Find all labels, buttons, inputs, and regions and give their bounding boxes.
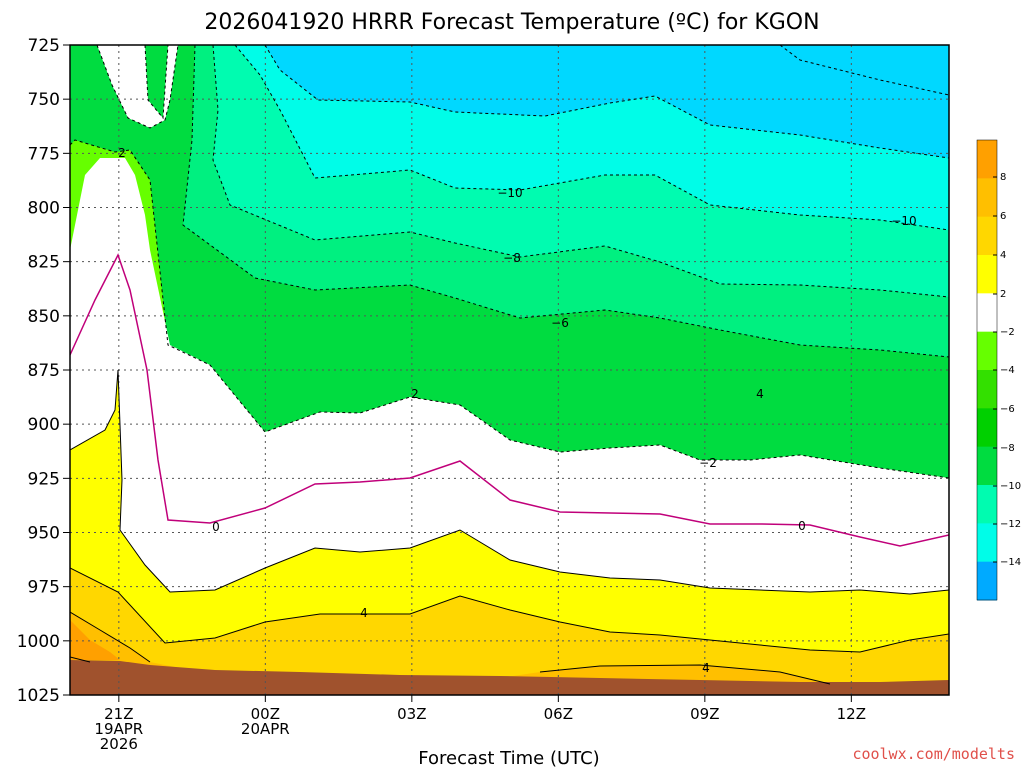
y-tick-label: 825 <box>28 253 60 273</box>
contour-lines <box>70 45 949 685</box>
contour-label: −6 <box>551 316 569 330</box>
y-axis: 725 750 775 800 825 850 875 900 925 950 975 1000 102… <box>17 36 70 706</box>
x-tick-label: 20APR <box>241 720 290 738</box>
colorbar-label: 4 <box>1000 250 1006 261</box>
colorbar-label: 2 <box>1000 289 1006 300</box>
colorbar-segment <box>977 140 997 179</box>
colorbar-label: −4 <box>1000 365 1015 376</box>
colorbar-label: −2 <box>1000 327 1015 338</box>
y-tick-label: 800 <box>28 199 60 219</box>
colorbar-label: 6 <box>1000 211 1006 222</box>
y-tick-label: 950 <box>28 524 60 544</box>
y-tick-label: 725 <box>28 36 60 56</box>
colorbar-segment <box>977 255 997 294</box>
contour-label: 0 <box>212 520 220 534</box>
y-tick-label: 925 <box>28 469 60 489</box>
y-tick-label: 775 <box>28 144 60 164</box>
colorbar-label: −10 <box>1000 481 1021 492</box>
contour-minus2 <box>70 139 949 479</box>
x-tick-label: 2026 <box>100 735 138 753</box>
x-tick-label: 06Z <box>544 705 573 723</box>
colorbar-label: −6 <box>1000 404 1015 415</box>
contour-plus4-low <box>539 664 831 685</box>
x-axis-label: Forecast Time (UTC) <box>418 748 599 768</box>
colorbar-label: −12 <box>1000 519 1021 530</box>
colorbar-segment <box>977 331 997 371</box>
x-tick-label: 19APR <box>94 720 143 738</box>
y-tick-label: 875 <box>28 361 60 381</box>
contour-minus8 <box>234 45 949 231</box>
contour-plus4 <box>70 567 949 653</box>
band-warm-2 <box>70 370 949 695</box>
contour-labels: 2 −10 −8 −6 2 4 −2 0 0 4 4 −10 <box>118 146 916 675</box>
colorbar-label: −8 <box>1000 443 1015 454</box>
y-tick-label: 850 <box>28 307 60 327</box>
contour-label: 2 <box>411 387 419 401</box>
colorbar-segment <box>977 523 997 563</box>
x-tick-label: 21Z <box>104 705 133 723</box>
contour-minus2-top <box>96 45 179 129</box>
band-warm-6 <box>70 612 949 695</box>
contour-minus4 <box>182 45 949 358</box>
contour-label: 4 <box>360 606 368 620</box>
credit-text: coolwx.com/modelts <box>852 745 1015 763</box>
colorbar-segment <box>977 485 997 524</box>
colorbar-segment <box>977 178 997 218</box>
contour-label: 4 <box>756 387 764 401</box>
colorbar-segment <box>977 408 997 448</box>
contour-label: −10 <box>497 186 522 200</box>
contour-zero <box>70 253 949 547</box>
contour-label: −8 <box>503 251 521 265</box>
colorbar: 8 6 4 2 −2 −4 −6 −8 −10 −12 −14 <box>976 139 1021 601</box>
x-tick-label: 12Z <box>837 705 866 723</box>
colorbar-label: 8 <box>1000 172 1006 183</box>
colorbar-segment <box>977 561 997 601</box>
contour-minus10 <box>264 45 949 159</box>
contour-minus10-upper <box>779 45 949 96</box>
contour-label: −2 <box>699 456 717 470</box>
y-tick-label: 900 <box>28 415 60 435</box>
plot-area: 2 −10 −8 −6 2 4 −2 0 0 4 4 −10 <box>70 45 949 695</box>
colorbar-segment <box>977 293 997 333</box>
x-tick-label: 03Z <box>397 705 426 723</box>
contour-label: 0 <box>798 519 806 533</box>
colorbar-segment <box>977 446 997 486</box>
y-tick-label: 750 <box>28 90 60 110</box>
colorbar-segment <box>977 216 997 256</box>
contour-plus2 <box>70 369 949 595</box>
colorbar-label: −14 <box>1000 557 1021 568</box>
band-white-top <box>97 45 178 128</box>
x-tick-label: 00Z <box>251 705 280 723</box>
chart-title: 2026041920 HRRR Forecast Temperature (ºC… <box>204 10 819 35</box>
contour-plus8 <box>70 656 91 663</box>
x-tick-label: 09Z <box>690 705 719 723</box>
contour-label: 4 <box>702 661 710 675</box>
contour-plus6 <box>70 611 151 663</box>
band-warm-4 <box>70 568 949 695</box>
contour-label: −10 <box>891 214 916 228</box>
colorbar-segment <box>977 370 997 409</box>
contour-label: 2 <box>118 146 126 160</box>
band-warm-8 <box>70 620 120 660</box>
y-tick-label: 1000 <box>17 632 60 652</box>
y-tick-label: 975 <box>28 578 60 598</box>
ground <box>70 660 949 695</box>
y-tick-label: 1025 <box>17 686 60 706</box>
grid-lines <box>70 45 949 695</box>
